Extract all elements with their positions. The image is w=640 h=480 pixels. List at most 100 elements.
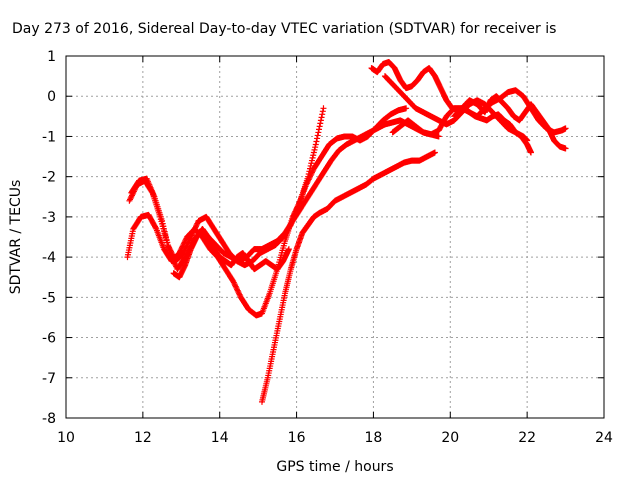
data-point (171, 259, 178, 266)
data-point (193, 221, 200, 228)
data-point (233, 284, 240, 291)
x-tick-label: 22 (518, 430, 536, 446)
data-point (527, 149, 534, 156)
data-point (308, 169, 315, 176)
data-point (305, 176, 312, 183)
data-point (319, 111, 326, 118)
data-point (164, 239, 171, 246)
y-tick-label: -3 (42, 210, 56, 226)
data-point (431, 149, 438, 156)
data-point (231, 280, 238, 287)
x-tick-label: 12 (134, 430, 152, 446)
data-point (169, 255, 176, 262)
data-point (190, 228, 197, 235)
y-axis-label: SDTVAR / TECUs (8, 180, 24, 295)
data-point (152, 224, 159, 231)
data-point (317, 117, 324, 124)
y-tick-label: -1 (42, 129, 56, 145)
data-point (317, 120, 324, 127)
data-point (194, 220, 201, 227)
data-point (314, 135, 321, 142)
data-point (310, 152, 317, 159)
data-point (235, 290, 242, 297)
x-tick-label: 24 (595, 430, 613, 446)
data-point (315, 126, 322, 133)
data-point (309, 168, 316, 175)
y-tick-label: 0 (47, 89, 56, 105)
data-point (188, 232, 195, 239)
data-point (168, 252, 175, 259)
data-point (562, 145, 569, 152)
data-point (162, 231, 169, 238)
data-point (315, 129, 322, 136)
data-point (304, 179, 311, 186)
data-point (318, 114, 325, 121)
data-point (234, 287, 241, 294)
data-point (160, 225, 167, 232)
data-point (316, 123, 323, 130)
x-tick-label: 10 (57, 430, 75, 446)
x-tick-label: 14 (211, 430, 229, 446)
data-point (167, 251, 174, 258)
data-point (312, 144, 319, 151)
data-point (127, 196, 134, 203)
y-tick-label: -8 (42, 411, 56, 427)
data-point (308, 170, 315, 177)
plot-frame (65, 55, 605, 419)
data-point (307, 173, 314, 180)
data-point (309, 154, 316, 161)
data-point (236, 291, 243, 298)
data-point (171, 260, 178, 267)
data-point (193, 223, 200, 230)
data-point (165, 244, 172, 251)
y-tick-label: -6 (42, 331, 56, 347)
data-point (232, 282, 239, 289)
data-point (310, 149, 317, 156)
data-point (163, 236, 170, 243)
data-point (164, 242, 171, 249)
data-point (311, 146, 318, 153)
data-point (313, 138, 320, 145)
x-tick-label: 20 (441, 430, 459, 446)
data-point (285, 246, 292, 253)
y-tick-label: -4 (42, 250, 56, 266)
data-point (166, 247, 173, 254)
y-tick-label: -7 (42, 371, 56, 387)
data-point (159, 217, 166, 224)
y-tick-label: -5 (42, 290, 56, 306)
x-tick-label: 18 (365, 430, 383, 446)
data-point (162, 234, 169, 240)
data-point (189, 231, 196, 238)
data-point (169, 256, 176, 263)
data-point (524, 137, 531, 144)
grid (66, 56, 604, 418)
y-tick-label: -2 (42, 170, 56, 186)
data-point (127, 195, 134, 202)
data-point (166, 250, 173, 257)
y-tick-label: 1 (47, 49, 56, 65)
data-point (306, 175, 313, 182)
data-point (230, 279, 237, 286)
data-point (230, 278, 237, 285)
data-point (303, 180, 310, 187)
data-point (192, 224, 199, 231)
data-point (305, 177, 312, 184)
data-point (191, 227, 198, 234)
data-point (168, 254, 175, 261)
data-point (307, 162, 314, 169)
data-point (320, 105, 327, 112)
data-point (435, 133, 442, 140)
chart-title: Day 273 of 2016, Sidereal Day-to-day VTE… (12, 21, 556, 37)
data-point (562, 125, 569, 132)
x-tick-label: 16 (288, 430, 306, 446)
data-point (159, 220, 166, 227)
data-point (308, 160, 315, 167)
data-point (303, 181, 310, 188)
data-point (307, 172, 314, 179)
data-point (161, 228, 168, 235)
data-point (235, 288, 242, 295)
data-point (191, 225, 198, 232)
data-point (308, 157, 315, 164)
